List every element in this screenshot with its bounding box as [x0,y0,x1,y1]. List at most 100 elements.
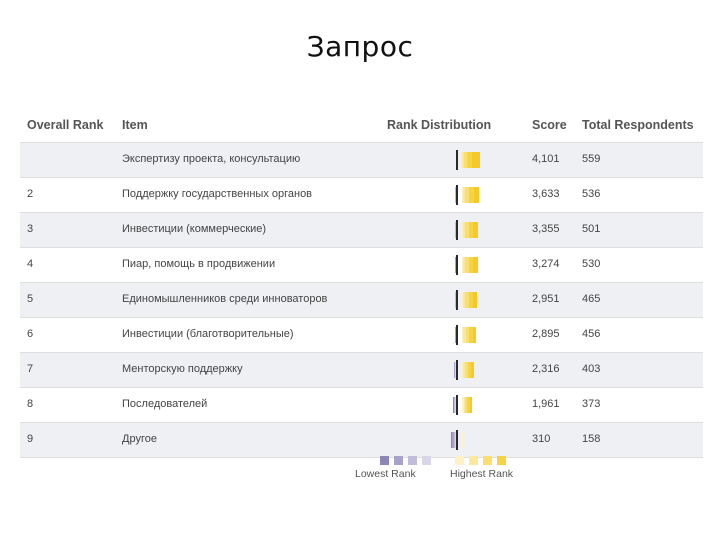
rank-distribution-segment [453,397,455,413]
rank-distribution-segment [472,292,477,308]
rank-distribution-segment [462,257,463,273]
rank-distribution-segment [464,222,469,238]
legend-highest-rank-label: Highest Rank [450,468,514,480]
header-score[interactable]: Score [532,118,567,132]
rank-distribution-segment [462,397,464,413]
table-row: 6 Инвестиции (благотворительные) 2,895 456 [20,317,703,352]
legend-swatch [380,456,389,465]
rank-distribution-segment [451,432,454,448]
rank-distribution-axis [456,150,458,170]
rank-distribution-axis [456,325,458,345]
rank-distribution-segment [462,152,464,168]
cell-total-respondents: 373 [582,398,601,410]
rank-distribution-segment [469,397,472,413]
cell-score: 3,355 [532,223,560,235]
table-body: Экспертизу проекта, консультацию 4,101 559… [20,142,703,458]
rank-legend: Lowest Rank Highest Rank [340,456,540,486]
rank-distribution-axis [456,395,458,415]
rank-distribution-segment [464,292,469,308]
ranking-table: Overall Rank Item Rank Distribution Scor… [20,108,703,458]
cell-total-respondents: 536 [582,188,601,200]
table-row: Экспертизу проекта, консультацию 4,101 559 [20,142,703,177]
legend-swatch [394,456,403,465]
rank-distribution-segment [463,327,466,343]
rank-distribution-segment [462,187,465,203]
rank-distribution-segment [455,257,456,273]
cell-total-respondents: 559 [582,153,601,165]
rank-distribution-segment [468,292,473,308]
cell-overall-rank: 3 [27,223,34,235]
rank-distribution-segment [465,397,468,413]
cell-item: Инвестиции (коммерческие) [122,223,267,235]
rank-distribution-segment [453,397,454,413]
legend-swatch [455,456,464,465]
rank-distribution-segment [464,187,469,203]
cell-score: 2,951 [532,293,560,305]
rank-distribution-segment [471,152,481,168]
rank-distribution-axis [456,360,458,380]
header-overall-rank[interactable]: Overall Rank [27,118,104,132]
cell-score: 2,895 [532,328,560,340]
cell-overall-rank: 9 [27,433,34,445]
rank-distribution-segment [466,152,472,168]
legend-swatch [422,456,431,465]
cell-overall-rank: 6 [27,328,34,340]
legend-swatch [497,456,506,465]
cell-total-respondents: 456 [582,328,601,340]
rank-distribution-axis [456,290,458,310]
legend-swatch [483,456,492,465]
page-title: Запрос [306,30,414,63]
rank-distribution-axis [456,255,458,275]
rank-distribution-segment [463,397,466,413]
cell-score: 4,101 [532,153,560,165]
table-row: 9 Другое 310 158 [20,422,703,458]
rank-distribution-segment [462,187,463,203]
cell-total-respondents: 403 [582,363,601,375]
rank-distribution-segment [462,292,465,308]
rank-distribution-segment [468,327,473,343]
rank-distribution-segment [473,222,478,238]
rank-distribution-segment [468,362,472,378]
header-item[interactable]: Item [122,118,148,132]
rank-distribution-segment [468,187,474,203]
table-row: 3 Инвестиции (коммерческие) 3,355 501 [20,212,703,247]
cell-score: 1,961 [532,398,560,410]
rank-distribution-axis [456,185,458,205]
rank-distribution-segment [473,257,479,273]
cell-item: Инвестиции (благотворительные) [122,328,294,340]
cell-total-respondents: 465 [582,293,601,305]
table-row: 4 Пиар, помощь в продвижении 3,274 530 [20,247,703,282]
cell-total-respondents: 530 [582,258,601,270]
rank-distribution-segment [454,362,456,378]
rank-distribution-segment [472,327,476,343]
rank-distribution-segment [453,432,456,448]
rank-distribution-segment [455,362,456,378]
legend-swatch [408,456,417,465]
rank-distribution-segment [455,432,456,448]
cell-item: Единомышленников среди инноваторов [122,293,328,305]
cell-overall-rank: 8 [27,398,34,410]
header-total-respondents[interactable]: Total Respondents [582,118,694,132]
rank-distribution-segment [465,327,469,343]
rank-distribution-segment [455,327,456,343]
cell-item: Поддержку государственных органов [122,188,313,200]
cell-overall-rank: 4 [27,258,34,270]
rank-distribution-segment [467,397,470,413]
cell-score: 3,274 [532,258,560,270]
cell-item: Другое [122,433,157,445]
rank-distribution-segment [463,152,467,168]
cell-item: Менторскую поддержку [122,363,243,375]
cell-item: Пиар, помощь в продвижении [122,258,276,270]
cell-overall-rank: 5 [27,293,34,305]
cell-score: 3,633 [532,188,560,200]
header-rank-distribution: Rank Distribution [387,118,492,132]
table-row: 5 Единомышленников среди инноваторов 2,951… [20,282,703,317]
cell-item: Последователей [122,398,208,410]
rank-distribution-segment [462,327,464,343]
legend-lowest-rank-label: Lowest Rank [355,468,416,480]
table-row: 8 Последователей 1,961 373 [20,387,703,422]
cell-total-respondents: 158 [582,433,601,445]
rank-distribution-segment [462,222,463,238]
rank-distribution-segment [468,222,474,238]
rank-distribution-segment [468,257,474,273]
